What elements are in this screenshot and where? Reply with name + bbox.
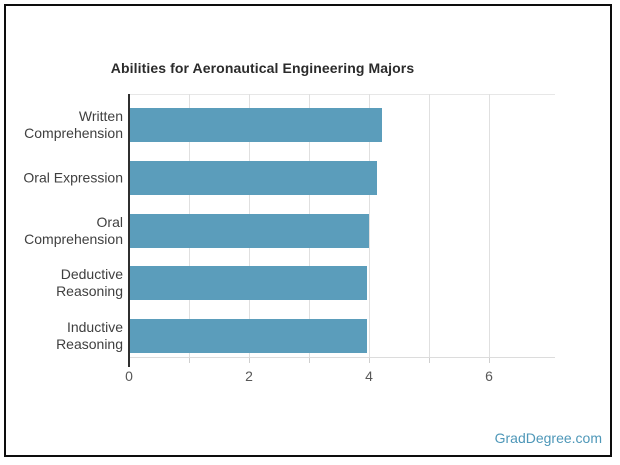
y-axis-label: Inductive Reasoning — [56, 318, 123, 352]
x-axis-tick — [489, 357, 490, 363]
plot-top-border — [129, 94, 555, 95]
x-axis-tick — [189, 357, 190, 363]
y-axis-line — [128, 94, 130, 367]
bar — [129, 213, 369, 248]
y-axis-label: Written Comprehension — [24, 108, 123, 142]
x-gridline — [369, 94, 370, 357]
y-axis-label: Deductive Reasoning — [56, 266, 123, 300]
chart-title: Abilities for Aeronautical Engineering M… — [110, 60, 415, 76]
x-tick-label: 4 — [365, 368, 373, 384]
x-tick-label: 0 — [125, 368, 133, 384]
bar — [129, 160, 378, 195]
bar — [129, 266, 367, 301]
watermark-link[interactable]: GradDegree.com — [494, 430, 602, 446]
x-axis-tick — [249, 357, 250, 363]
x-axis-tick — [429, 357, 430, 363]
x-axis-tick — [309, 357, 310, 363]
x-tick-label: 2 — [245, 368, 253, 384]
x-gridline — [429, 94, 430, 357]
y-axis-label: Oral Expression — [23, 169, 123, 186]
y-axis-label: Oral Comprehension — [24, 213, 123, 247]
x-axis-tick — [369, 357, 370, 363]
bar — [129, 108, 383, 143]
x-tick-label: 6 — [485, 368, 493, 384]
x-gridline — [489, 94, 490, 357]
bar — [129, 318, 367, 353]
x-axis-line — [129, 357, 555, 358]
